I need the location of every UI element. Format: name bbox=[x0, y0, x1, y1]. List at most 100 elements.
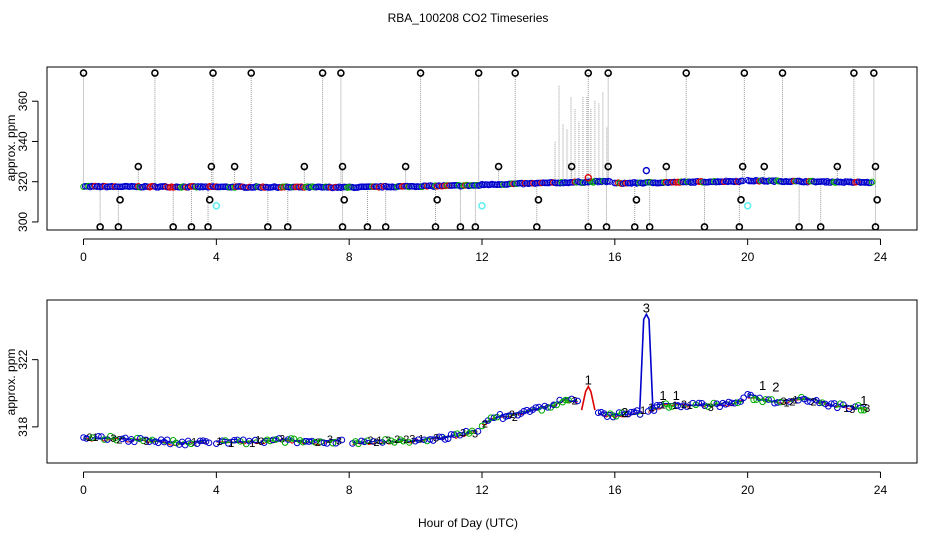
bottom-data-point bbox=[382, 436, 389, 443]
bottom-x-tick-label: 8 bbox=[346, 483, 353, 497]
top-x-tick-label: 4 bbox=[213, 250, 220, 264]
bottom-point-label: 1 bbox=[228, 438, 234, 450]
bottom-ylabel: approx. ppm bbox=[4, 349, 18, 416]
bottom-point-label: 3 bbox=[460, 428, 466, 440]
top-baseline-point bbox=[589, 179, 597, 186]
top-plot-area bbox=[79, 69, 881, 230]
bottom-series-line bbox=[481, 398, 578, 426]
bottom-point-label: 2 bbox=[482, 419, 488, 431]
top-marks bbox=[79, 69, 881, 230]
bottom-data-point bbox=[199, 437, 207, 444]
bottom-data-point bbox=[435, 433, 443, 441]
bottom-data-point bbox=[621, 410, 629, 418]
top-baseline-point bbox=[769, 177, 776, 184]
bottom-point-label: 1 bbox=[660, 400, 666, 412]
bottom-point-label: 1 bbox=[640, 405, 646, 417]
bottom-data-point bbox=[101, 436, 108, 443]
bottom-data-point bbox=[683, 403, 691, 410]
top-outlier-point bbox=[534, 196, 543, 204]
top-outlier-point bbox=[494, 162, 503, 171]
bottom-data-point bbox=[400, 437, 407, 445]
top-y-tick-label: 360 bbox=[16, 91, 30, 111]
bottom-data-point bbox=[839, 401, 847, 408]
bottom-data-point bbox=[562, 396, 569, 404]
bottom-data-point bbox=[731, 399, 738, 407]
top-baseline-point bbox=[691, 179, 698, 186]
bottom-point-label: 1 bbox=[92, 432, 98, 444]
top-baseline-point bbox=[418, 183, 426, 191]
bottom-data-point bbox=[725, 398, 733, 406]
bottom-data-point bbox=[329, 439, 337, 447]
top-outlier-point bbox=[337, 69, 345, 77]
top-axes: 0 4 8 12 16 20 24 300 320 340 360 bbox=[16, 91, 887, 264]
top-y-tick-label: 320 bbox=[16, 171, 30, 191]
top-outlier-point bbox=[318, 69, 327, 77]
top-outlier-point bbox=[740, 69, 749, 77]
bottom-spike-line bbox=[580, 384, 596, 411]
top-baseline-point bbox=[518, 179, 526, 187]
top-outlier-point bbox=[511, 69, 520, 77]
bottom-point-label: 1 bbox=[249, 438, 255, 450]
bottom-point-label: 2 bbox=[512, 412, 518, 424]
top-baseline-point bbox=[377, 183, 385, 190]
top-flagged-point bbox=[478, 202, 486, 210]
bottom-point-label: 2 bbox=[116, 434, 122, 446]
bottom-data-point bbox=[771, 399, 778, 407]
bottom-data-point bbox=[636, 411, 644, 418]
top-outlier-point bbox=[760, 162, 769, 171]
bottom-data-point bbox=[266, 437, 274, 445]
bottom-data-point bbox=[574, 397, 581, 405]
top-baseline-point bbox=[822, 179, 829, 186]
top-outlier-point bbox=[433, 196, 441, 204]
bottom-series-label: 1 bbox=[860, 393, 867, 408]
bottom-data-point bbox=[361, 438, 368, 446]
bottom-data-point bbox=[426, 436, 434, 443]
bottom-data-point bbox=[618, 409, 626, 417]
bottom-data-point bbox=[740, 394, 747, 402]
bottom-data-point bbox=[568, 395, 575, 403]
bottom-point-label: 1 bbox=[648, 402, 654, 414]
bottom-data-point bbox=[245, 437, 253, 445]
top-outlier-point bbox=[737, 196, 745, 204]
bottom-point-label: 1 bbox=[687, 400, 693, 412]
top-outlier-point bbox=[604, 69, 612, 77]
bottom-point-label: 2 bbox=[681, 399, 687, 411]
bottom-data-point bbox=[490, 414, 498, 422]
bottom-data-point bbox=[219, 437, 226, 445]
bottom-data-point bbox=[627, 408, 635, 416]
bottom-data-point bbox=[80, 434, 87, 441]
top-outlier-point bbox=[416, 69, 425, 77]
bottom-data-point bbox=[704, 403, 712, 410]
bottom-data-point bbox=[505, 412, 513, 420]
top-ylabel: approx. ppm bbox=[4, 115, 18, 182]
bottom-data-point bbox=[213, 440, 220, 447]
top-baseline-point bbox=[631, 179, 639, 186]
top-outlier-point bbox=[338, 162, 347, 171]
bottom-data-point bbox=[107, 432, 114, 440]
top-outlier-point bbox=[474, 69, 483, 77]
top-outlier-point bbox=[300, 162, 309, 171]
bottom-point-label: 3 bbox=[780, 396, 786, 408]
bottom-point-label: 3 bbox=[433, 433, 439, 445]
bottom-point-label: 2 bbox=[509, 409, 515, 421]
top-outlier-point bbox=[247, 69, 256, 77]
bottom-data-point bbox=[269, 436, 277, 444]
bottom-data-point bbox=[695, 399, 703, 407]
top-single-marker bbox=[642, 166, 651, 175]
top-baseline-point bbox=[770, 178, 778, 185]
top-outlier-point bbox=[871, 162, 880, 171]
top-baseline-point bbox=[379, 184, 386, 191]
bottom-data-point bbox=[541, 402, 549, 410]
top-outlier-point bbox=[873, 196, 881, 204]
bottom-data-point bbox=[851, 403, 859, 410]
bottom-series-label: 1 bbox=[759, 378, 766, 393]
top-outlier-point bbox=[209, 69, 217, 77]
bottom-data-point bbox=[151, 438, 159, 445]
top-x-tick-label: 24 bbox=[874, 250, 888, 264]
top-y-tick-label: 300 bbox=[16, 212, 30, 232]
bottom-data-point bbox=[750, 396, 757, 404]
bottom-series-line bbox=[598, 411, 643, 419]
bottom-data-point bbox=[119, 435, 126, 443]
